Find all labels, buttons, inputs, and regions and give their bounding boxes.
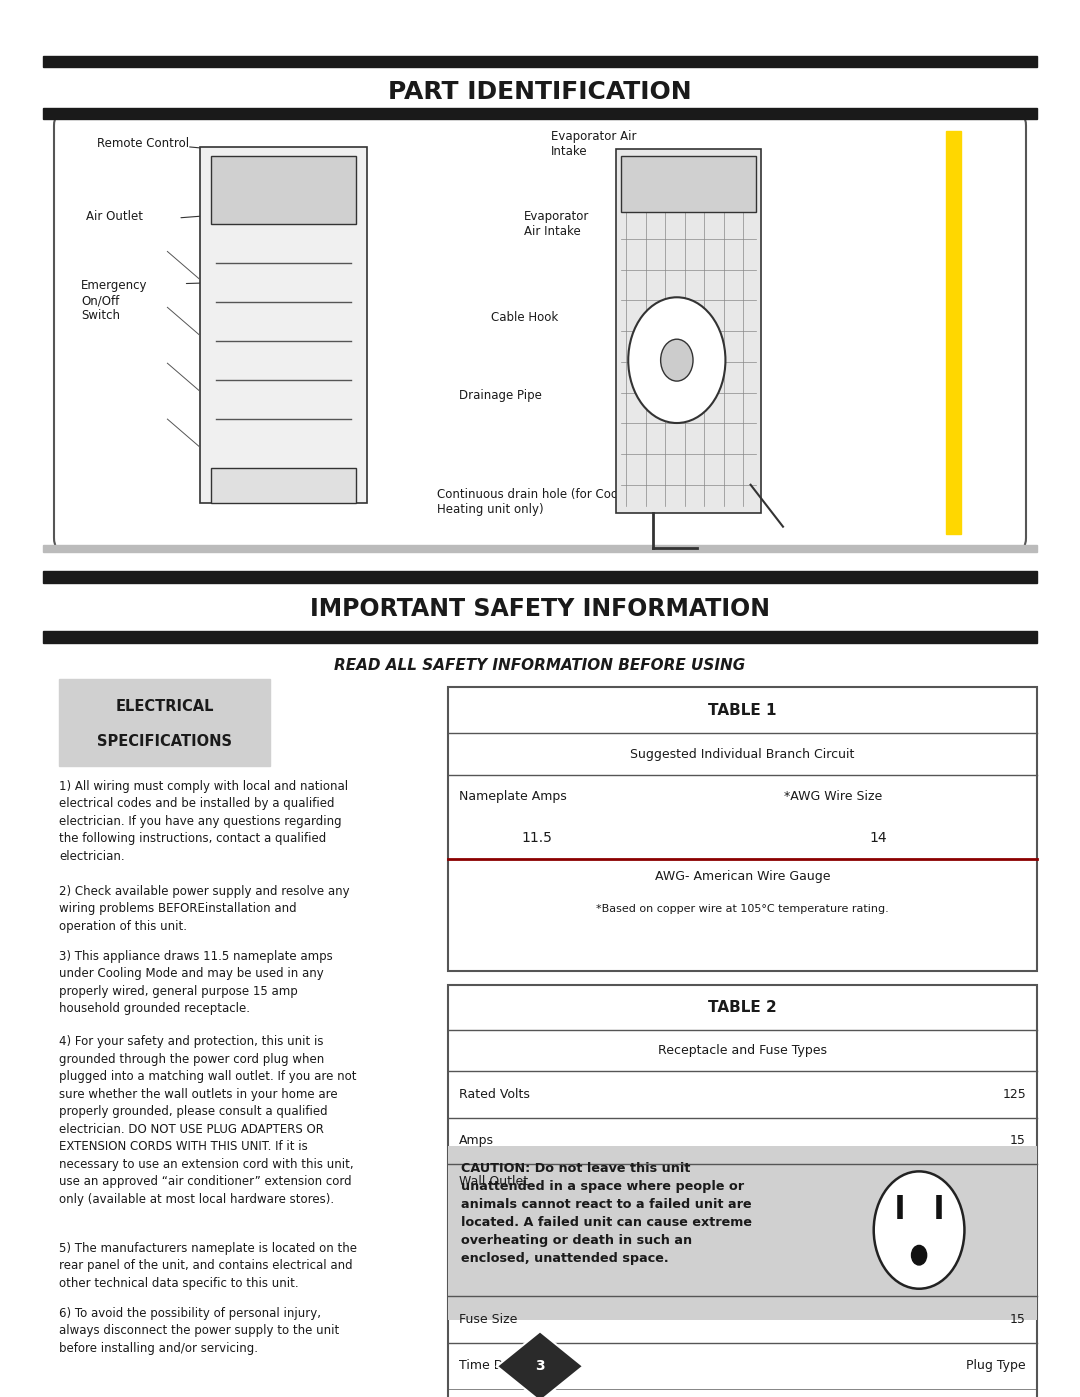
Text: Suggested Individual Branch Circuit: Suggested Individual Branch Circuit	[631, 747, 854, 761]
Text: 6) To avoid the possibility of personal injury,
always disconnect the power supp: 6) To avoid the possibility of personal …	[59, 1308, 339, 1355]
Text: READ ALL SAFETY INFORMATION BEFORE USING: READ ALL SAFETY INFORMATION BEFORE USING	[335, 658, 745, 673]
Text: *Based on copper wire at 105°C temperature rating.: *Based on copper wire at 105°C temperatu…	[596, 904, 889, 915]
Text: Continuous drain hole (for Cooling/
Heating unit only): Continuous drain hole (for Cooling/ Heat…	[437, 488, 644, 515]
Text: Remote Control: Remote Control	[97, 137, 189, 151]
Text: Nameplate Amps: Nameplate Amps	[459, 789, 567, 803]
Text: Receptacle and Fuse Types: Receptacle and Fuse Types	[658, 1044, 827, 1058]
Text: Rated Volts: Rated Volts	[459, 1088, 530, 1101]
Bar	[211, 156, 356, 224]
FancyBboxPatch shape	[54, 112, 1026, 552]
Text: 3: 3	[536, 1359, 544, 1373]
Bar	[200, 147, 367, 503]
Text: Air Outlet: Air Outlet	[86, 210, 144, 224]
Bar	[211, 468, 356, 503]
Bar	[43, 108, 1037, 119]
Text: 3) This appliance draws 11.5 nameplate amps
under Cooling Mode and may be used i: 3) This appliance draws 11.5 nameplate a…	[59, 950, 333, 1016]
Text: Power Supply: Power Supply	[643, 432, 723, 446]
Bar	[448, 687, 1037, 971]
Polygon shape	[497, 1331, 583, 1397]
Text: 11.5: 11.5	[521, 831, 552, 845]
Text: PART IDENTIFICATION: PART IDENTIFICATION	[388, 80, 692, 103]
Circle shape	[912, 1246, 927, 1266]
Text: 2) Check available power supply and resolve any
wiring problems BEFOREinstallati: 2) Check available power supply and reso…	[59, 886, 350, 933]
Text: 15: 15	[1010, 1134, 1026, 1147]
Bar	[448, 985, 1037, 1397]
Bar	[43, 56, 1037, 67]
Text: TABLE 2: TABLE 2	[708, 1000, 777, 1014]
Bar	[621, 156, 756, 212]
Text: Time Delay Fuse: Time Delay Fuse	[459, 1359, 563, 1372]
Text: 4) For your safety and protection, this unit is
grounded through the power cord : 4) For your safety and protection, this …	[59, 1035, 356, 1206]
Text: Evaporator
Air Intake: Evaporator Air Intake	[524, 210, 590, 237]
Text: Cable Hook: Cable Hook	[491, 310, 558, 324]
Text: 15: 15	[1010, 1313, 1026, 1326]
Text: 125: 125	[1002, 1088, 1026, 1101]
Bar	[43, 571, 1037, 583]
Text: Emergency
On/Off
Switch: Emergency On/Off Switch	[81, 279, 148, 323]
Bar	[946, 131, 961, 534]
Text: Wall Outlet: Wall Outlet	[459, 1175, 528, 1187]
Bar	[43, 545, 1037, 552]
Text: 14: 14	[869, 831, 887, 845]
Bar	[59, 679, 270, 766]
Text: Amps: Amps	[459, 1134, 494, 1147]
Bar	[448, 1146, 1037, 1320]
Circle shape	[661, 339, 693, 381]
Text: SPECIFICATIONS: SPECIFICATIONS	[97, 733, 232, 749]
Text: ELECTRICAL: ELECTRICAL	[116, 698, 214, 714]
Bar	[43, 631, 1037, 643]
Text: Plug Type: Plug Type	[967, 1359, 1026, 1372]
Circle shape	[629, 298, 726, 423]
Text: TABLE 1: TABLE 1	[708, 703, 777, 718]
Text: Fuse Size: Fuse Size	[459, 1313, 517, 1326]
Text: *AWG Wire Size: *AWG Wire Size	[784, 789, 882, 803]
Text: Drainage Pipe: Drainage Pipe	[459, 388, 542, 402]
Bar	[616, 149, 761, 513]
Circle shape	[874, 1171, 964, 1288]
Text: 5) The manufacturers nameplate is located on the
rear panel of the unit, and con: 5) The manufacturers nameplate is locate…	[59, 1242, 357, 1289]
Text: IMPORTANT SAFETY INFORMATION: IMPORTANT SAFETY INFORMATION	[310, 597, 770, 620]
Text: 1) All wiring must comply with local and national
electrical codes and be instal: 1) All wiring must comply with local and…	[59, 780, 349, 862]
Text: CAUTION: Do not leave this unit
unattended in a space where people or
animals ca: CAUTION: Do not leave this unit unattend…	[461, 1162, 752, 1266]
Text: AWG- American Wire Gauge: AWG- American Wire Gauge	[654, 870, 831, 883]
Text: Evaporator Air
Intake: Evaporator Air Intake	[551, 130, 636, 158]
